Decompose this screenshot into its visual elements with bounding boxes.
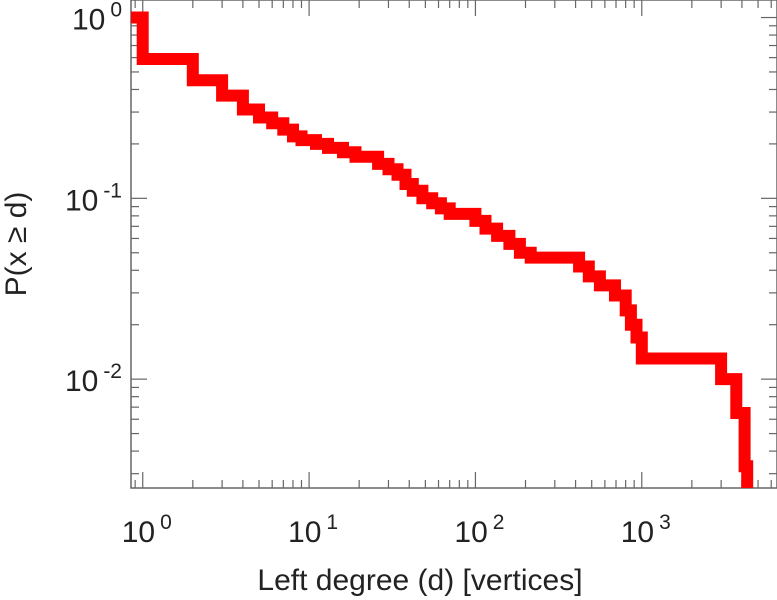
y-tick-label: 10 0 — [72, 0, 122, 37]
y-axis-label: P(x ≥ d) — [0, 192, 33, 297]
tick-labels: 10 0 10 1 10 2 10 3 10 0 10 -1 10 -2 — [65, 0, 671, 549]
plot-frame — [130, 0, 777, 489]
x-axis-label: Left degree (d) [vertices] — [257, 564, 582, 597]
x-tick-label: 10 2 — [454, 511, 504, 549]
x-tick-label: 10 0 — [122, 511, 172, 549]
x-tick-label: 10 1 — [288, 511, 338, 549]
series-line — [131, 11, 754, 488]
y-tick-label: 10 -2 — [65, 360, 122, 398]
y-tick-label: 10 -1 — [65, 179, 122, 217]
x-tick-label: 10 3 — [621, 511, 671, 549]
axis-ticks — [131, 0, 777, 488]
